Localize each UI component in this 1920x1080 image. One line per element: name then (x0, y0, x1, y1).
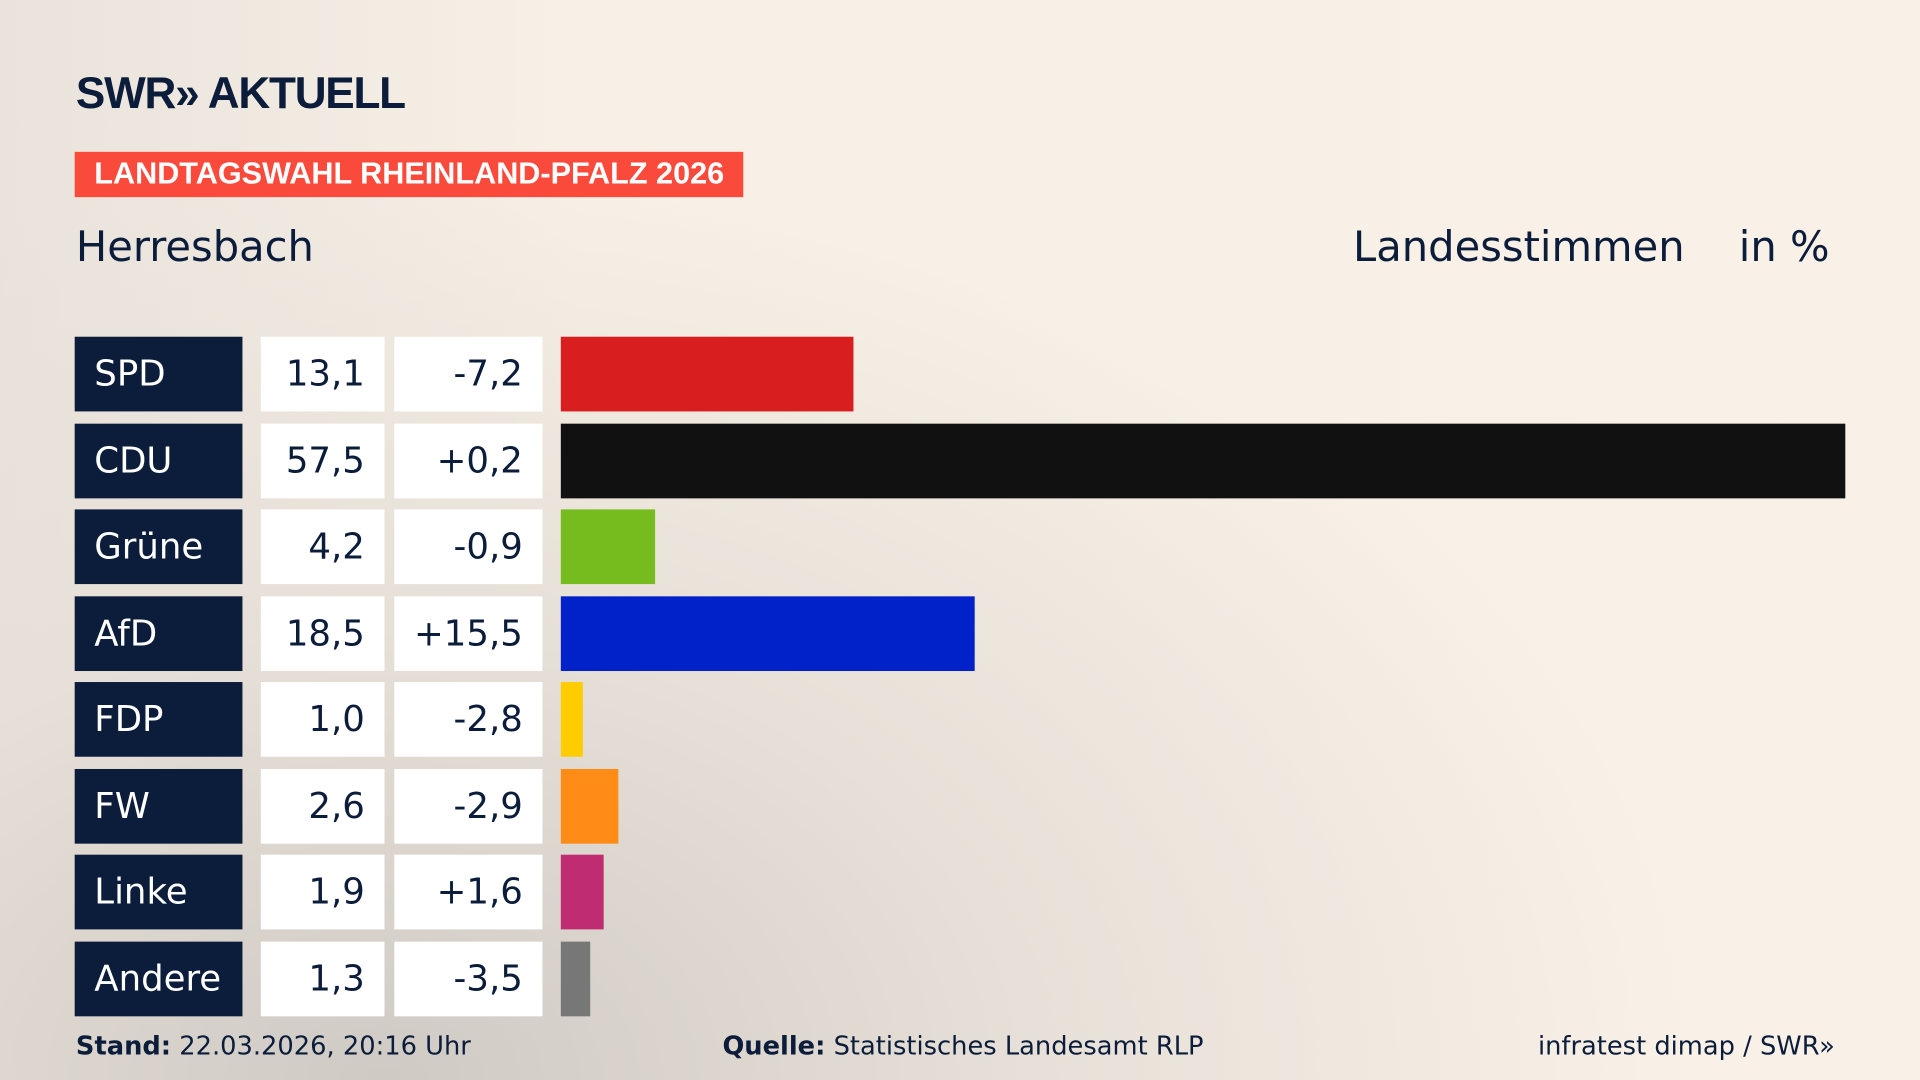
unit-label: in % (1738, 222, 1830, 272)
election-badge: LANDTAGSWAHL RHEINLAND-PFALZ 2026 (74, 151, 744, 198)
party-value: 57,5 (260, 423, 385, 498)
bar-afd (560, 595, 975, 671)
stand-label: Stand: (75, 1031, 172, 1061)
party-diff: -0,9 (394, 509, 543, 585)
party-diff: +0,2 (394, 423, 543, 498)
party-name: SPD (74, 336, 243, 412)
party-name: FDP (74, 682, 243, 757)
party-name: Grüne (74, 509, 243, 585)
party-value: 13,1 (260, 336, 385, 412)
bar-andere (560, 941, 590, 1016)
credit: infratest dimap / SWR» (1537, 1031, 1835, 1061)
place-title: Herresbach (75, 222, 314, 272)
stand-value: 22.03.2026, 20:16 Uhr (179, 1031, 471, 1061)
swr-aktuell-logo: SWR» AKTUELL (75, 67, 406, 118)
bar-grüne (560, 509, 655, 585)
timestamp: Stand: 22.03.2026, 20:16 Uhr (76, 1031, 471, 1060)
party-value: 2,6 (260, 768, 385, 844)
bar-fdp (560, 682, 584, 757)
party-name: Andere (74, 941, 243, 1016)
party-diff: -2,8 (394, 682, 543, 757)
party-value: 1,3 (260, 941, 385, 1016)
party-value: 18,5 (260, 595, 385, 671)
party-diff: +15,5 (394, 595, 543, 671)
bar-fw (560, 768, 619, 844)
party-value: 1,9 (260, 854, 385, 930)
party-name: AfD (74, 595, 243, 671)
vote-type: Landesstimmen (1353, 222, 1685, 272)
party-value: 4,2 (260, 509, 385, 585)
source-label: Quelle: (722, 1031, 826, 1061)
bar-spd (560, 336, 854, 412)
party-name: Linke (74, 854, 243, 930)
bar-linke (560, 854, 604, 930)
party-name: FW (74, 768, 243, 844)
party-diff: +1,6 (394, 854, 543, 930)
source-value: Statistisches Landesamt RLP (833, 1031, 1204, 1061)
party-diff: -2,9 (394, 768, 543, 844)
party-diff: -3,5 (394, 941, 543, 1016)
party-diff: -7,2 (394, 336, 543, 412)
bar-cdu (560, 423, 1846, 498)
party-value: 1,0 (260, 682, 385, 757)
source: Quelle: Statistisches Landesamt RLP (722, 1031, 1203, 1060)
party-name: CDU (74, 423, 243, 498)
